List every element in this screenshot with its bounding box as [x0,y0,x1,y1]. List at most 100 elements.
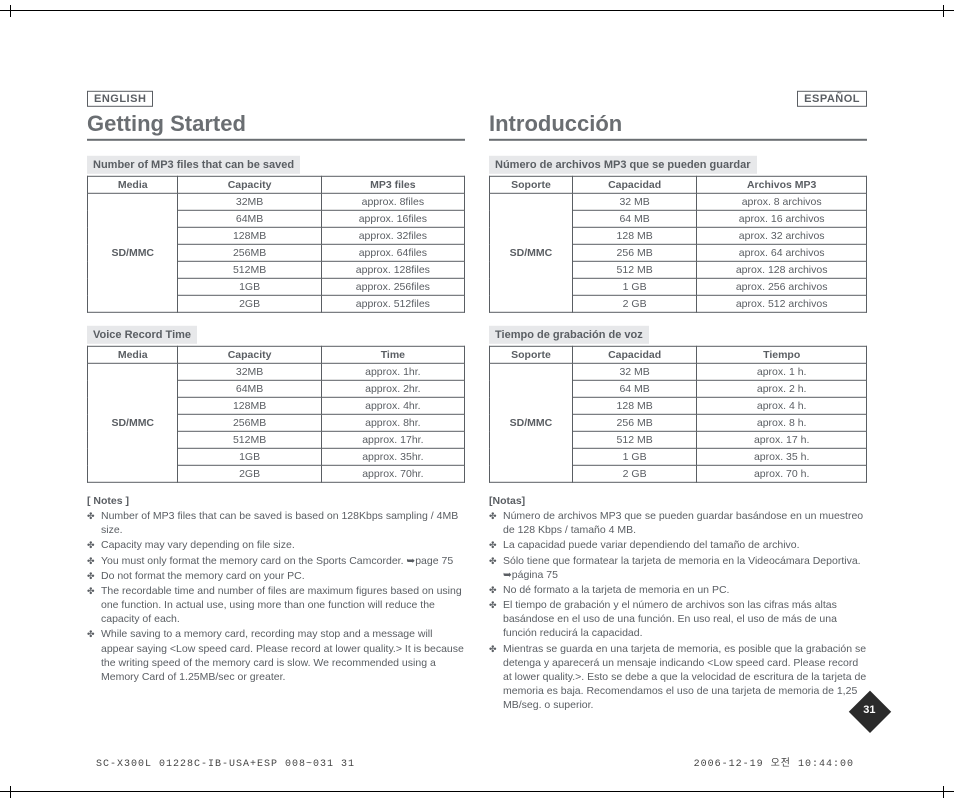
td: 2 GB [572,465,696,482]
section1-en: Number of MP3 files that can be saved [87,156,300,174]
td: 256MB [178,414,321,431]
td: 32MB [178,193,321,210]
note-item: Número de archivos MP3 que se pueden gua… [489,509,867,537]
td: aprox. 8 archivos [697,193,867,210]
note-item: El tiempo de grabación y el número de ar… [489,598,867,641]
td: aprox. 128 archivos [697,261,867,278]
td: approx. 1hr. [321,363,464,380]
td: approx. 8hr. [321,414,464,431]
heading-es: Introducción [489,111,867,141]
notes-en: Number of MP3 files that can be saved is… [87,509,465,684]
th: Tiempo [697,346,867,363]
td: 64MB [178,210,321,227]
td: approx. 35hr. [321,448,464,465]
td: 64 MB [572,380,696,397]
notes-title-es: [Notas] [489,495,867,507]
td: 256 MB [572,414,696,431]
td: approx. 4hr. [321,397,464,414]
td: aprox. 4 h. [697,397,867,414]
media-cell: SD/MMC [490,363,573,482]
heading-en: Getting Started [87,111,465,141]
section2-en: Voice Record Time [87,326,197,344]
note-item: While saving to a memory card, recording… [87,627,465,684]
spanish-column: ESPAÑOL Introducción Número de archivos … [489,89,867,713]
lang-badge-en: ENGLISH [87,91,153,107]
td: approx. 64files [321,244,464,261]
td: 128 MB [572,397,696,414]
notes-title-en: [ Notes ] [87,495,465,507]
th: Capacity [178,346,321,363]
note-item: You must only format the memory card on … [87,553,465,567]
td: approx. 32files [321,227,464,244]
td: 256 MB [572,244,696,261]
note-item: La capacidad puede variar dependiendo de… [489,538,867,552]
td: 512MB [178,261,321,278]
notes-es: Número de archivos MP3 que se pueden gua… [489,509,867,712]
td: 512 MB [572,431,696,448]
th: MP3 files [321,176,464,193]
voice-table-es: Soporte Capacidad Tiempo SD/MMC 32 MBapr… [489,346,867,483]
td: 2 GB [572,295,696,312]
td: approx. 512files [321,295,464,312]
note-item: Do not format the memory card on your PC… [87,568,465,582]
td: aprox. 256 archivos [697,278,867,295]
lang-badge-es: ESPAÑOL [797,91,867,107]
td: 128MB [178,397,321,414]
th: Soporte [490,176,573,193]
th: Archivos MP3 [697,176,867,193]
td: approx. 16files [321,210,464,227]
td: 128MB [178,227,321,244]
td: aprox. 512 archivos [697,295,867,312]
td: 128 MB [572,227,696,244]
page-number: 31 [863,704,875,716]
note-item: The recordable time and number of files … [87,584,465,627]
td: 256MB [178,244,321,261]
note-item: Capacity may vary depending on file size… [87,538,465,552]
media-cell: SD/MMC [490,193,573,312]
footer-right: 2006-12-19 오전 10:44:00 [694,754,854,770]
th: Capacity [178,176,321,193]
td: 1GB [178,448,321,465]
td: aprox. 16 archivos [697,210,867,227]
td: 32 MB [572,363,696,380]
th: Capacidad [572,346,696,363]
td: 32 MB [572,193,696,210]
th: Media [88,176,178,193]
td: 1GB [178,278,321,295]
th: Capacidad [572,176,696,193]
note-item: Sólo tiene que formatear la tarjeta de m… [489,553,867,581]
td: aprox. 70 h. [697,465,867,482]
footer-left: SC-X300L 01228C-IB-USA+ESP 008~031 31 [96,759,355,770]
td: aprox. 2 h. [697,380,867,397]
th: Media [88,346,178,363]
td: aprox. 32 archivos [697,227,867,244]
td: aprox. 17 h. [697,431,867,448]
mp3-table-es: Soporte Capacidad Archivos MP3 SD/MMC 32… [489,176,867,313]
note-item: No dé formato a la tarjeta de memoria en… [489,583,867,597]
td: aprox. 1 h. [697,363,867,380]
mp3-table-en: Media Capacity MP3 files SD/MMC 32MBappr… [87,176,465,313]
td: 64MB [178,380,321,397]
section1-es: Número de archivos MP3 que se pueden gua… [489,156,757,174]
td: aprox. 8 h. [697,414,867,431]
td: approx. 70hr. [321,465,464,482]
td: 1 GB [572,278,696,295]
th: Soporte [490,346,573,363]
media-cell: SD/MMC [88,363,178,482]
td: aprox. 64 archivos [697,244,867,261]
td: approx. 17hr. [321,431,464,448]
td: 32MB [178,363,321,380]
td: 64 MB [572,210,696,227]
td: approx. 128files [321,261,464,278]
td: approx. 2hr. [321,380,464,397]
td: 512MB [178,431,321,448]
td: approx. 256files [321,278,464,295]
td: 512 MB [572,261,696,278]
td: aprox. 35 h. [697,448,867,465]
note-item: Mientras se guarda en una tarjeta de mem… [489,641,867,712]
td: approx. 8files [321,193,464,210]
td: 1 GB [572,448,696,465]
td: 2GB [178,295,321,312]
th: Time [321,346,464,363]
td: 2GB [178,465,321,482]
